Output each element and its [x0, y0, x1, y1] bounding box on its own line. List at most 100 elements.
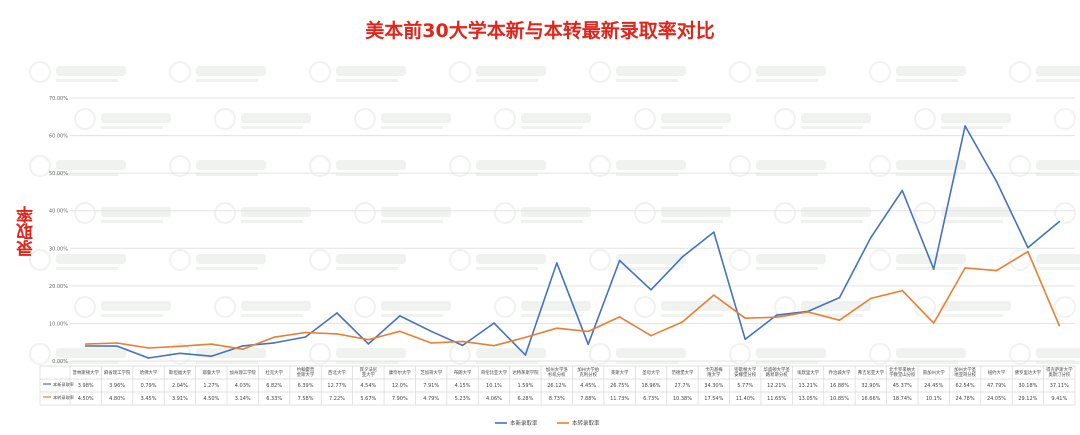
data-point — [336, 312, 338, 314]
watermark-logo — [309, 343, 406, 365]
data-label: 12.77% — [327, 383, 346, 389]
category-label: 加州理工学院 — [230, 369, 257, 376]
data-label: 12.21% — [767, 383, 786, 389]
data-label: 10.85% — [830, 396, 849, 402]
watermark-logo — [29, 343, 126, 365]
data-label: 1.27% — [203, 383, 219, 389]
data-label: 4.03% — [235, 383, 251, 389]
category-label: 莱斯大学 — [611, 369, 629, 376]
watermark-logo — [309, 155, 406, 177]
data-label: 4.54% — [360, 383, 376, 389]
category-label: 南加州大学 — [923, 369, 946, 376]
watermark-logo — [494, 202, 591, 224]
category-label: 宾夕法尼亚大学 — [360, 366, 378, 378]
watermark-logo — [869, 155, 966, 177]
data-point — [901, 189, 904, 192]
category-label: 北卡罗来纳大学教堂山分校 — [889, 366, 916, 378]
data-label: 2.04% — [172, 383, 188, 389]
data-point — [304, 336, 307, 338]
data-point — [241, 348, 244, 351]
data-point — [116, 345, 118, 347]
data-point — [870, 297, 872, 300]
watermark-logo — [634, 202, 731, 224]
data-label: 24.45% — [924, 383, 943, 389]
data-table: 普林斯顿大学 麻省理工学院 哈佛大学 斯坦福大学 耶鲁大学 加州理工学院 杜克大学 约翰霍普金… — [39, 365, 1076, 406]
data-point — [493, 344, 495, 347]
data-label: 7.90% — [392, 396, 408, 402]
watermark-logo — [214, 202, 311, 224]
category-label: 麻省理工学院 — [104, 369, 131, 376]
data-point — [273, 336, 275, 339]
category-label: 华盛顿大学圣路易斯分校 — [763, 366, 790, 378]
data-label: 34.30% — [704, 383, 723, 389]
data-label: 5.77% — [737, 383, 753, 389]
y-tick-label: 60.00% — [49, 134, 68, 140]
data-point — [461, 344, 464, 347]
data-label: 4.45% — [580, 383, 596, 389]
data-label: 4.50% — [78, 396, 94, 402]
data-label: 37.11% — [1050, 383, 1069, 389]
category-label: 纽约大学 — [988, 369, 1006, 376]
data-label: 18.96% — [641, 383, 660, 389]
data-label: 27.7% — [674, 383, 690, 389]
data-label: 7.91% — [423, 383, 439, 389]
watermark-logo — [169, 249, 266, 271]
data-label: 0.79% — [141, 383, 157, 389]
data-point — [964, 125, 966, 127]
data-label: 16.66% — [861, 396, 880, 402]
data-label: 12.0% — [392, 383, 408, 389]
watermark-logo — [774, 296, 871, 318]
data-point — [618, 259, 621, 262]
data-label: 29.12% — [1018, 396, 1037, 402]
data-label: 4.15% — [455, 383, 471, 389]
data-point — [430, 330, 432, 333]
data-point — [273, 342, 275, 344]
category-label: 哥伦比亚大学 — [481, 369, 508, 376]
legend: 本新录取率 本转录取率 — [495, 419, 600, 427]
category-label: 加州大学洛杉矶分校 — [546, 366, 569, 378]
data-label: 10.1% — [926, 396, 942, 402]
data-label: 6.28% — [517, 396, 533, 402]
y-tick-label: 40.00% — [49, 209, 68, 215]
data-point — [241, 345, 244, 347]
data-point — [524, 354, 527, 356]
watermark-logo — [729, 343, 826, 365]
data-point — [587, 343, 590, 346]
data-label: 1.59% — [517, 383, 533, 389]
data-label: 8.73% — [549, 396, 565, 402]
watermark-logo — [589, 343, 686, 365]
data-point — [713, 294, 715, 296]
data-label: 10.1% — [486, 383, 502, 389]
series-line-0 — [85, 125, 1060, 359]
watermark-logo — [449, 155, 546, 177]
data-label: 10.38% — [673, 396, 692, 402]
watermark-logo — [354, 202, 451, 224]
category-label: 杜克大学 — [265, 369, 283, 376]
data-label: 24.78% — [956, 396, 975, 402]
watermark-logo — [29, 61, 126, 83]
data-label: 3.96% — [109, 383, 125, 389]
data-point — [932, 268, 935, 270]
watermark-logo — [774, 108, 871, 130]
data-label: 7.58% — [298, 396, 314, 402]
y-tick-label: 0.00% — [52, 359, 68, 365]
data-point — [618, 316, 621, 318]
category-label: 卡内基梅隆大学 — [705, 366, 723, 378]
watermark-logo — [869, 343, 966, 365]
row-series-name: 本转录取率 — [53, 394, 74, 401]
watermark-logo — [309, 61, 406, 83]
data-point — [84, 343, 87, 345]
watermark-logo — [1009, 155, 1080, 177]
watermark-layer — [29, 61, 1080, 365]
category-label: 加州大学伯克利分校 — [577, 366, 599, 378]
watermark-logo — [354, 108, 451, 130]
data-label: 9.41% — [1051, 396, 1067, 402]
watermark-logo — [589, 249, 686, 271]
data-label: 3.98% — [78, 383, 94, 389]
data-label: 62.54% — [956, 383, 975, 389]
watermark-logo — [494, 108, 591, 130]
watermark-logo — [1009, 249, 1080, 271]
watermark-logo — [74, 202, 171, 224]
watermark-logo — [1009, 61, 1080, 83]
